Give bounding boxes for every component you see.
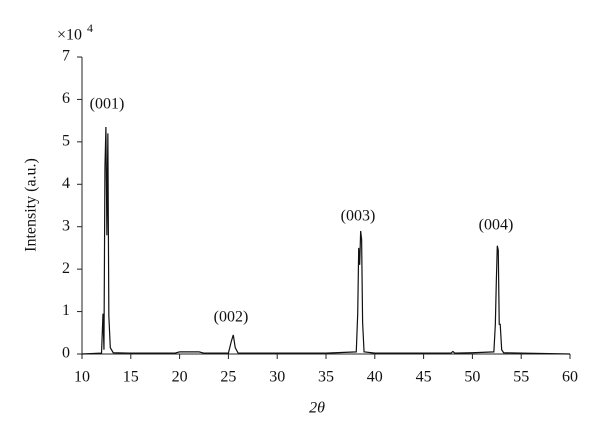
xrd-line [81,126,571,355]
y-tick-label: 3 [62,217,70,234]
x-tick-label: 25 [220,369,236,386]
y-tick-label: 1 [62,302,70,319]
x-tick-label: 50 [464,369,480,386]
x-tick-label: 40 [367,369,383,386]
y-tick-label: 2 [62,260,70,277]
peak-label: (004) [479,217,514,234]
x-tick-label: 30 [269,369,285,386]
y-multiplier-base: ×10 [57,27,82,44]
peak-label: (002) [214,309,249,326]
x-tick-label: 15 [123,369,139,386]
y-tick-label: 7 [62,48,70,65]
x-tick-label: 45 [416,369,432,386]
y-tick-label: 5 [62,133,70,150]
y-tick-label: 6 [62,90,70,107]
y-tick-label: 4 [62,175,70,192]
y-axis-label: Intensity (a.u.) [23,158,40,252]
x-axis-label: 2θ [309,400,325,417]
x-tick-label: 10 [74,369,90,386]
y-tick-label: 0 [62,345,70,362]
x-tick-label: 20 [172,369,188,386]
peak-label: (001) [90,96,125,113]
x-tick-label: 60 [562,369,578,386]
peak-label: (003) [341,208,376,225]
x-tick-label: 35 [318,369,334,386]
x-tick-label: 55 [513,369,529,386]
y-multiplier-exponent: 4 [87,21,93,35]
